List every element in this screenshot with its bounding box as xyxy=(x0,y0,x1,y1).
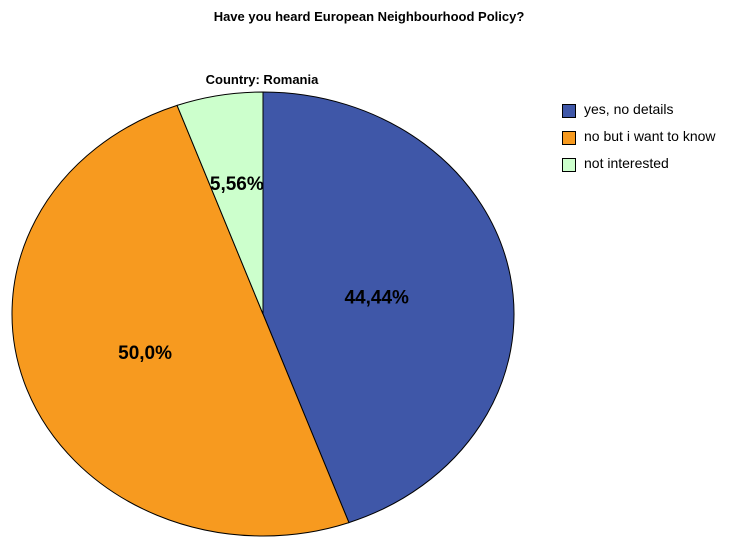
legend-swatch xyxy=(562,131,576,145)
pie-labels: 44,44% 50,0% 5,56% xyxy=(118,174,409,364)
legend-swatch xyxy=(562,104,576,118)
legend-label: not interested xyxy=(584,155,669,171)
pie-slice-1 xyxy=(11,104,350,537)
legend: yes, no details no but i want to know not … xyxy=(562,100,738,181)
chart-title: Have you heard European Neighbourhood Po… xyxy=(213,9,525,24)
slice-data-label-2: 5,56% xyxy=(210,174,264,195)
legend-item-0: yes, no details xyxy=(562,100,738,119)
pie-slices xyxy=(11,91,515,537)
legend-label: yes, no details xyxy=(584,101,674,117)
legend-item-2: not interested xyxy=(562,154,738,173)
pie-slice-2 xyxy=(176,91,264,315)
chart-subtitle: Country: Romania xyxy=(206,72,319,87)
pie-slice-0 xyxy=(262,91,515,524)
legend-item-1: no but i want to know xyxy=(562,127,738,146)
slice-data-label-1: 50,0% xyxy=(118,343,172,364)
legend-swatch xyxy=(562,158,576,172)
legend-label: no but i want to know xyxy=(584,128,716,144)
slice-data-label-0: 44,44% xyxy=(344,287,409,308)
